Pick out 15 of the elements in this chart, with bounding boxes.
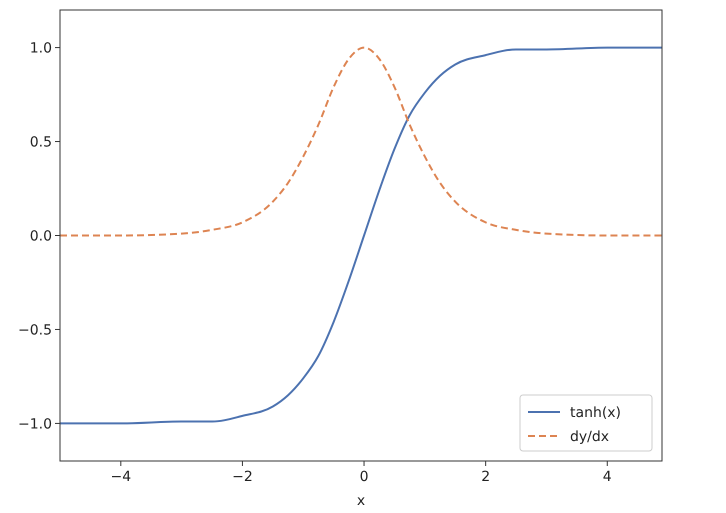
x-tick-label: 2	[481, 469, 490, 485]
x-tick-label: −2	[232, 469, 253, 485]
legend-label: tanh(x)	[570, 405, 622, 421]
y-tick-label: −1.0	[18, 416, 52, 432]
y-tick-label: 0.5	[30, 134, 52, 151]
x-axis-title: x	[356, 493, 366, 509]
x-tick-label: 4	[602, 469, 612, 485]
line-series	[59, 46, 663, 424]
y-tick-label: −0.5	[18, 322, 52, 338]
legend-label: dy/dx	[570, 429, 610, 445]
x-tick-label: 0	[360, 469, 368, 485]
x-tick-label: −4	[110, 469, 132, 485]
line-series	[59, 46, 663, 236]
y-tick-label: 0.0	[30, 228, 52, 244]
y-tick-label: 1.0	[30, 40, 52, 57]
